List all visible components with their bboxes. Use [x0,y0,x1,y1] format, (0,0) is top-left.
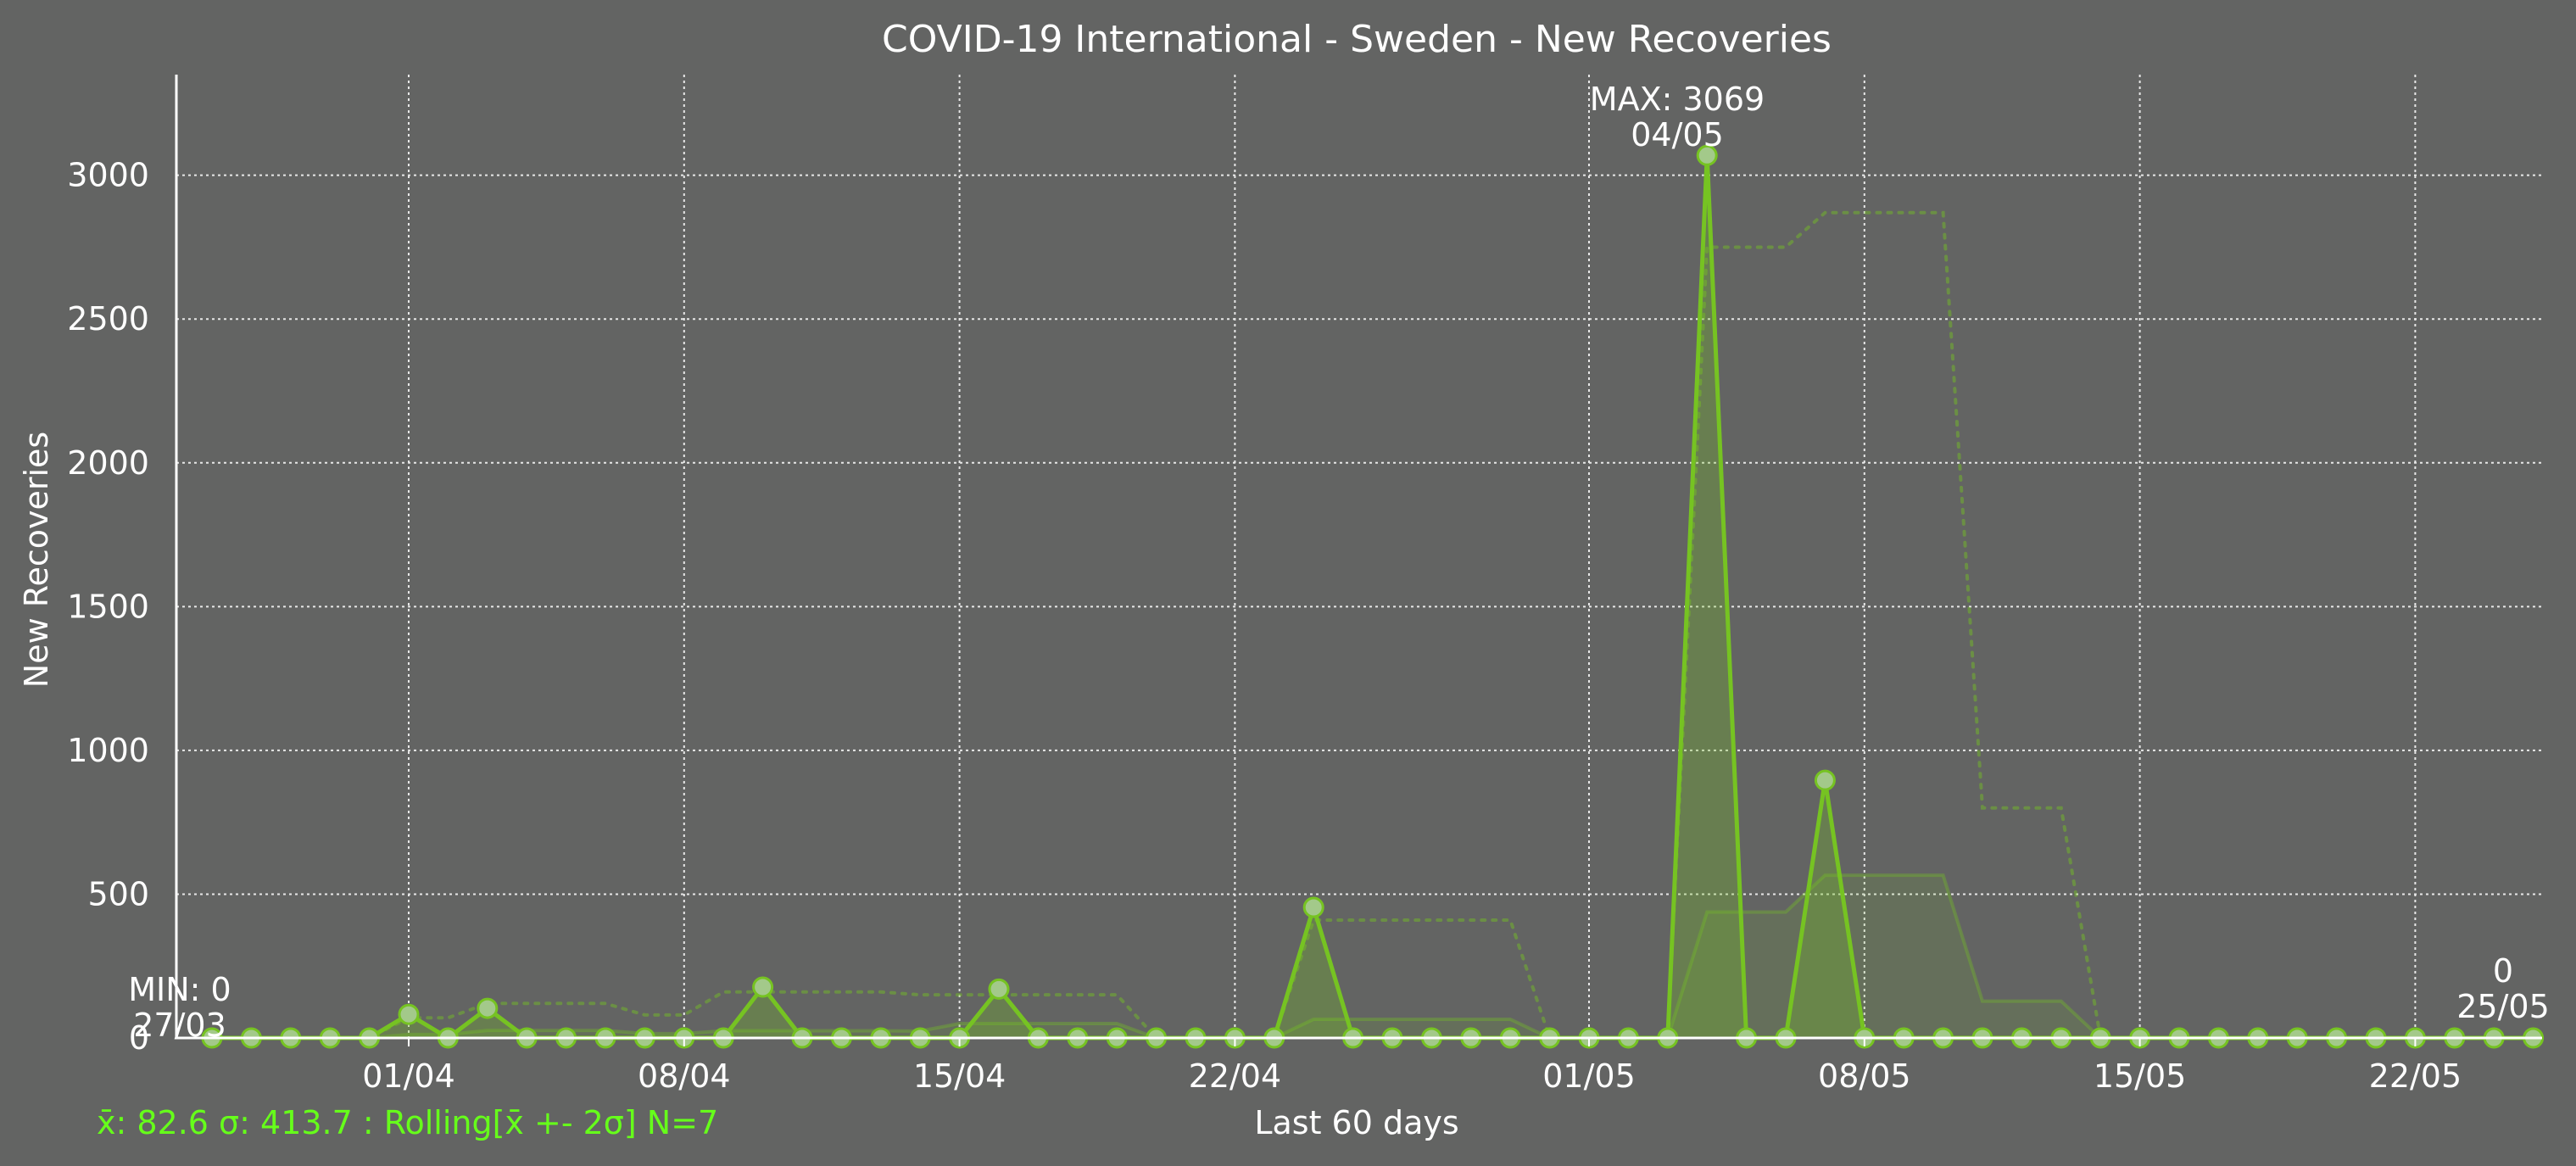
y-axis-label: New Recoveries [18,432,55,688]
data-point [1302,896,1324,918]
x-tick-label: 08/04 [638,1057,731,1095]
min-date-label: 27/03 [133,1007,226,1044]
x-axis-label: Last 60 days [1254,1104,1458,1141]
y-tick-label: 1000 [67,732,149,769]
x-tick-label: 22/04 [1189,1057,1282,1095]
x-tick-label: 08/05 [1818,1057,1911,1095]
data-point [477,997,499,1019]
labels: 0 500 1000 1500 2000 2500 3000 01/04 08/04 15/04 2… [67,157,2462,1095]
x-tick-label: 01/04 [362,1057,455,1095]
y-tick-label: 500 [87,875,149,912]
last-value-label: 0 [2493,952,2513,990]
y-tick-label: 0 [129,1019,149,1057]
rolling-upper-line [210,210,2535,1040]
rolling-mean-area [212,875,2534,1038]
axes [175,75,2542,1046]
data-point [1814,769,1836,791]
data-point [1696,144,1718,166]
y-tick-label: 2000 [67,444,149,482]
last-date-label: 25/05 [2456,988,2550,1025]
stats-text: x̄: 82.6 σ: 413.7 : Rolling[x̄ +- 2σ] N=… [97,1104,718,1141]
data-point [398,1003,420,1025]
x-tick-label: 15/05 [2094,1057,2187,1095]
grid [176,75,2542,1038]
x-tick-label: 22/05 [2369,1057,2462,1095]
min-label: MIN: 0 [128,971,231,1008]
data-point [988,978,1010,1000]
y-tick-label: 3000 [67,157,149,194]
y-tick-label: 2500 [67,300,149,338]
data-point [752,976,774,998]
y-tick-label: 1500 [67,588,149,625]
x-tick-label: 01/05 [1542,1057,1636,1095]
chart-title: COVID-19 International - Sweden - New Re… [882,18,1832,61]
max-label: MAX: 3069 [1590,81,1765,118]
x-tick-label: 15/04 [913,1057,1006,1095]
max-date-label: 04/05 [1631,116,1724,153]
